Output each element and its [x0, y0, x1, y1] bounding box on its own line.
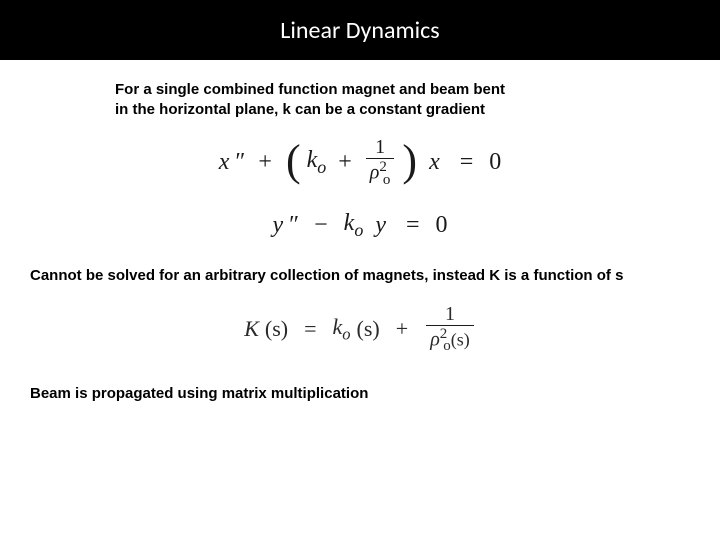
- eq1-frac-num: 1: [371, 137, 389, 158]
- eq1-dprime: ″: [235, 149, 244, 176]
- eq1-plus2: +: [338, 149, 352, 176]
- bottom-text: Beam is propagated using matrix multipli…: [30, 385, 690, 402]
- eq1-plus: +: [258, 149, 272, 176]
- eq1-zero: 0: [489, 149, 501, 176]
- eq3-frac-num: 1: [441, 304, 459, 325]
- eq2-minus: −: [314, 212, 328, 239]
- eq3-fraction: 1 ρ2o(s): [426, 304, 474, 355]
- eq3-plus: +: [396, 316, 408, 342]
- equation-y: y″ − ko y = 0: [272, 210, 447, 241]
- eq2-y: y: [272, 212, 283, 239]
- intro-text: For a single combined function magnet an…: [115, 80, 570, 119]
- eq1-frac-den: ρ2o: [366, 158, 395, 188]
- eq3-s1: (s): [265, 316, 288, 342]
- eq2-y2: y: [375, 212, 386, 239]
- equations-group: x″ + ( ko + 1 ρ2o ) x = 0 y″ − ko y =: [219, 137, 502, 241]
- eq1-fraction: 1 ρ2o: [366, 137, 395, 188]
- eq2-dprime: ″: [289, 212, 298, 239]
- eq1-x2: x: [429, 149, 440, 176]
- eq2-zero: 0: [436, 212, 448, 239]
- mid-text: Cannot be solved for an arbitrary collec…: [30, 266, 690, 286]
- eq1-eq: =: [460, 149, 474, 176]
- equation-K: K (s) = ko (s) + 1 ρ2o(s): [30, 304, 690, 355]
- eq1-x: x: [219, 149, 230, 176]
- slide-title: Linear Dynamics: [280, 16, 439, 45]
- eq3-frac-den: ρ2o(s): [426, 325, 474, 355]
- content-area: For a single combined function magnet an…: [0, 60, 720, 402]
- intro-line-2: in the horizontal plane, k can be a cons…: [115, 101, 485, 118]
- eq2-ko: ko: [344, 210, 364, 241]
- eq3-eq: =: [304, 316, 316, 342]
- eq2-eq: =: [406, 212, 420, 239]
- eq1-lparen: (: [286, 143, 301, 178]
- eq3-K: K: [244, 316, 259, 342]
- eq1-rparen: ): [402, 143, 417, 178]
- eq1-ko: ko: [307, 147, 327, 178]
- eq3-ko: ko: [333, 314, 351, 344]
- intro-line-1: For a single combined function magnet an…: [115, 81, 505, 98]
- eq3-s2: (s): [357, 316, 380, 342]
- title-bar: Linear Dynamics: [0, 0, 720, 60]
- equation-x: x″ + ( ko + 1 ρ2o ) x = 0: [219, 137, 502, 188]
- equation-block-1: x″ + ( ko + 1 ρ2o ) x = 0 y″ − ko y =: [30, 137, 690, 241]
